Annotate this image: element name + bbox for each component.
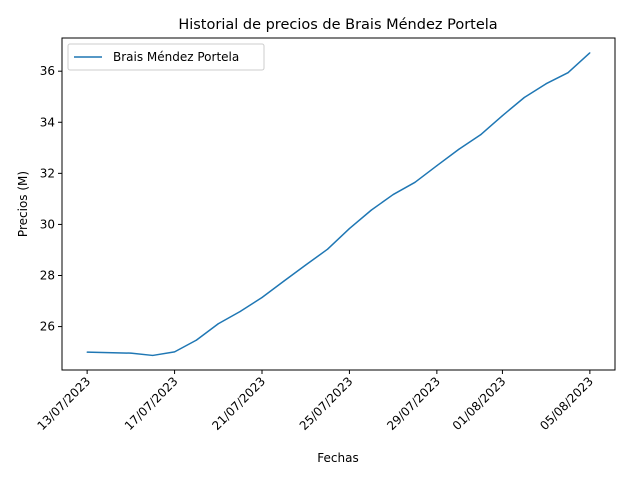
data-point xyxy=(86,351,88,353)
data-point xyxy=(567,72,569,74)
data-point xyxy=(523,96,525,99)
y-tick-label: 28 xyxy=(40,269,55,283)
data-point xyxy=(414,181,416,183)
data-point xyxy=(217,323,219,325)
data-point xyxy=(261,296,263,299)
y-tick-label: 36 xyxy=(40,64,55,78)
data-point xyxy=(479,134,482,136)
y-tick-label: 30 xyxy=(40,217,55,231)
y-axis: 26 28 30 32 34 36 xyxy=(40,64,62,334)
x-tick-label: 05/08/2023 xyxy=(537,374,596,433)
legend-box xyxy=(67,43,265,71)
data-point xyxy=(348,227,351,230)
data-point xyxy=(545,83,547,85)
x-axis-label: Fechas xyxy=(317,451,358,465)
x-tick-label: 01/08/2023 xyxy=(450,374,509,433)
x-tick-label: 17/07/2023 xyxy=(122,374,181,433)
data-point xyxy=(195,339,198,341)
x-tick-label: 13/07/2023 xyxy=(34,374,93,433)
legend-label: Brais Méndez Portela xyxy=(113,50,239,64)
data-point xyxy=(458,148,460,150)
y-tick-label: 34 xyxy=(40,115,55,129)
data-point xyxy=(152,354,154,357)
data-point xyxy=(326,248,329,250)
series-layer xyxy=(86,52,591,357)
legend: Brais Méndez Portela xyxy=(67,43,265,71)
plot-frame xyxy=(61,37,616,371)
y-tick-label: 32 xyxy=(40,166,55,180)
y-axis-label: Precios (M) xyxy=(16,171,30,237)
data-point xyxy=(436,165,438,167)
x-axis: 13/07/2023 17/07/2023 21/07/2023 25/07/2023… xyxy=(34,370,596,433)
data-point xyxy=(370,209,372,211)
x-tick-label: 29/07/2023 xyxy=(384,374,443,433)
data-point xyxy=(130,352,132,354)
x-tick-label: 25/07/2023 xyxy=(297,374,356,433)
data-point xyxy=(305,264,307,266)
data-point xyxy=(283,280,285,282)
data-point xyxy=(501,115,504,117)
y-tick-label: 26 xyxy=(40,320,55,334)
data-point xyxy=(392,193,394,196)
data-point xyxy=(173,351,176,353)
data-point xyxy=(589,52,591,54)
series-line xyxy=(87,52,591,357)
data-point xyxy=(239,310,241,313)
plot-area xyxy=(61,37,616,371)
x-tick-label: 21/07/2023 xyxy=(209,374,268,433)
chart-title: Historial de precios de Brais Méndez Por… xyxy=(178,17,497,33)
